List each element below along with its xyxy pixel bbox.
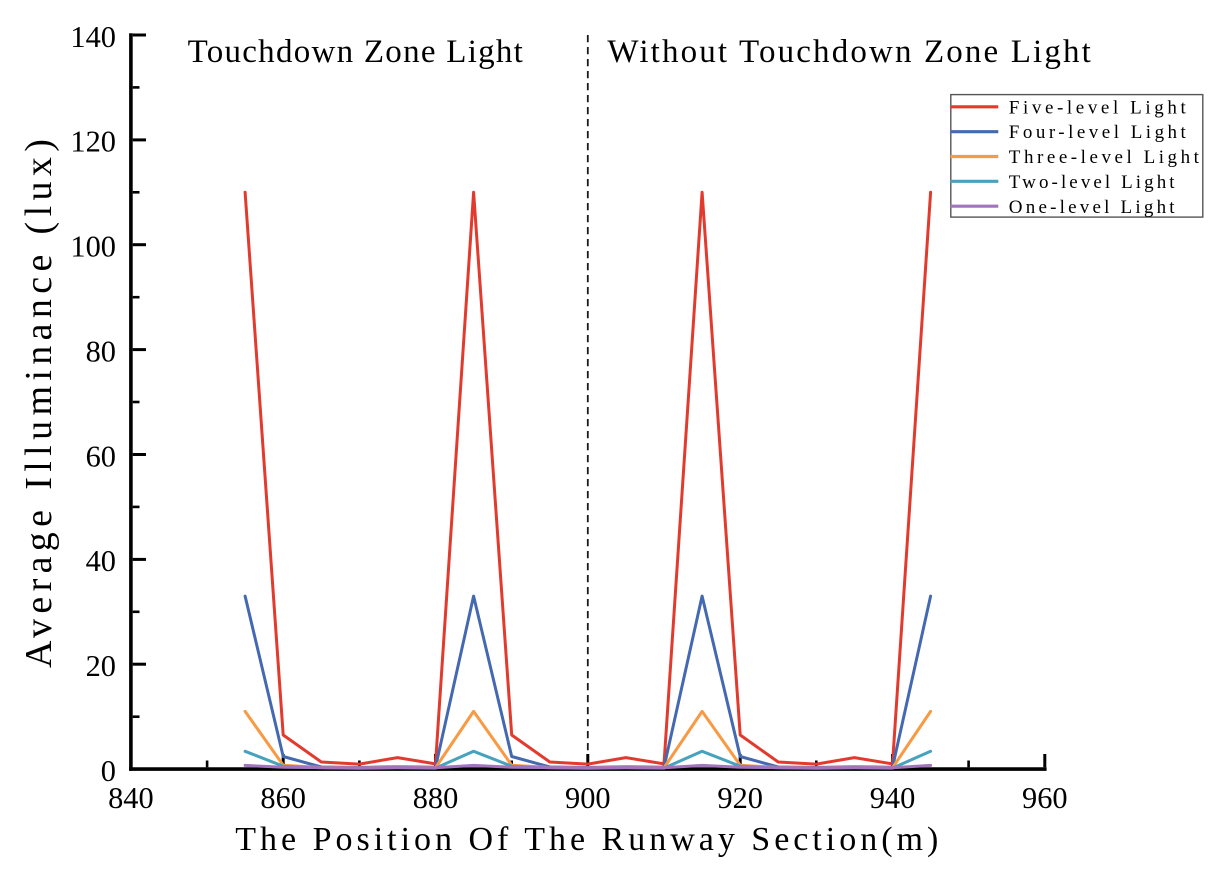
svg-text:Without Touchdown Zone Light: Without Touchdown Zone Light: [607, 34, 1093, 70]
svg-text:20: 20: [86, 649, 116, 683]
svg-text:100: 100: [70, 230, 116, 264]
svg-text:860: 860: [260, 781, 306, 815]
svg-text:880: 880: [413, 781, 459, 815]
svg-text:The Position Of The Runway Sec: The Position Of The Runway Section(m): [235, 821, 942, 858]
svg-text:40: 40: [86, 544, 116, 578]
svg-text:0: 0: [101, 754, 116, 788]
svg-text:960: 960: [1022, 781, 1068, 815]
svg-text:940: 940: [870, 781, 916, 815]
svg-text:80: 80: [86, 334, 116, 368]
svg-text:840: 840: [108, 781, 154, 815]
svg-text:140: 140: [70, 20, 116, 54]
svg-text:Average Illuminance (lux): Average Illuminance (lux): [18, 134, 60, 668]
svg-text:120: 120: [70, 125, 116, 159]
svg-text:Touchdown Zone Light: Touchdown Zone Light: [188, 34, 525, 70]
svg-text:Five-level Light: Five-level Light: [1009, 97, 1190, 118]
svg-text:Four-level Light: Four-level Light: [1009, 122, 1190, 143]
svg-text:900: 900: [565, 781, 611, 815]
svg-text:60: 60: [86, 439, 116, 473]
svg-text:Two-level Light: Two-level Light: [1009, 172, 1178, 193]
svg-text:Three-level Light: Three-level Light: [1009, 147, 1203, 168]
svg-text:One-level Light: One-level Light: [1009, 197, 1178, 218]
svg-text:920: 920: [717, 781, 763, 815]
